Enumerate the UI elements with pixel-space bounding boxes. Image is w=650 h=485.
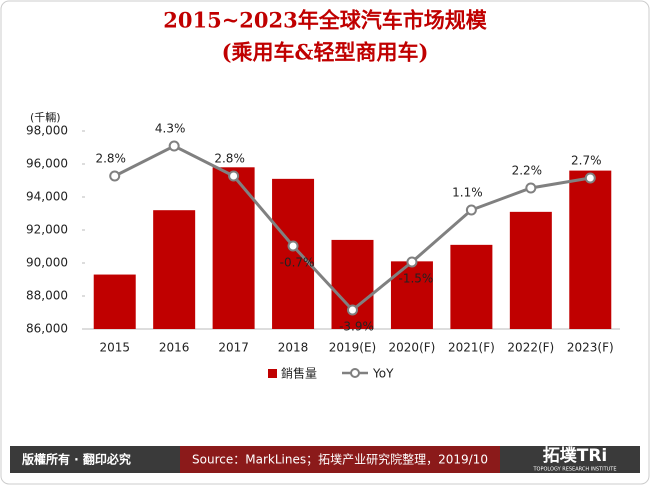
x-tick-label: 2023(F) [567,341,614,355]
x-tick-label: 2020(F) [389,341,436,355]
marker [347,304,358,316]
legend-swatch [350,368,360,378]
data-label: 2.7% [571,154,602,168]
data-label: 4.3% [155,122,186,136]
data-label: 2.8% [214,152,245,166]
bar [153,210,196,329]
y-tick-label: 94,000 [26,190,68,204]
chart-subtitle: (乘用车&轻型商用车) [222,40,429,65]
bar [93,274,136,329]
y-tick-label: 86,000 [26,322,68,336]
marker [287,240,299,252]
y-tick-label: 98,000 [26,124,68,138]
marker [406,256,418,268]
x-tick-label: 2021(F) [448,341,495,355]
y-tick-label: 96,000 [26,157,68,171]
logo-sub: TOPOLOGY RESEARCH INSTITUTE [532,467,616,473]
x-tick-label: 2022(F) [507,341,554,355]
marker [228,170,240,182]
data-label: -3.9% [339,320,374,334]
data-label: 2.8% [95,152,126,166]
x-tick-label: 2019(E) [329,341,376,355]
data-label: -1.5% [399,272,434,286]
x-tick-label: 2016 [159,341,190,355]
bar [331,239,374,329]
marker [465,204,477,216]
footer-source: Source：MarkLines；拓墣产业研究院整理，2019/10 [192,452,488,467]
marker [525,182,537,194]
bar [509,211,552,329]
y-tick-label: 90,000 [26,256,68,270]
data-label: 1.1% [452,186,483,200]
marker [168,140,180,152]
x-tick-label: 2015 [99,341,130,355]
x-tick-label: 2018 [278,341,309,355]
logo: 拓墣TRi [543,446,608,466]
footer-source-band [180,446,500,473]
legend-swatch [268,369,277,378]
legend-label: YoY [372,367,394,381]
data-label: 2.2% [512,164,543,178]
footer-rights: 版權所有 · 翻印必究 [22,452,131,467]
marker [584,172,596,184]
y-unit: (千輛) [30,110,61,124]
bar [272,178,315,329]
bar [450,244,493,329]
bar [569,170,612,329]
y-tick-label: 92,000 [26,223,68,237]
chart-title: 2015~2023年全球汽车市场规模 [163,8,487,33]
y-tick-label: 88,000 [26,289,68,303]
x-tick-label: 2017 [218,341,249,355]
marker [109,170,121,182]
data-label: -0.7% [280,256,315,270]
legend-label: 銷售量 [281,366,317,381]
